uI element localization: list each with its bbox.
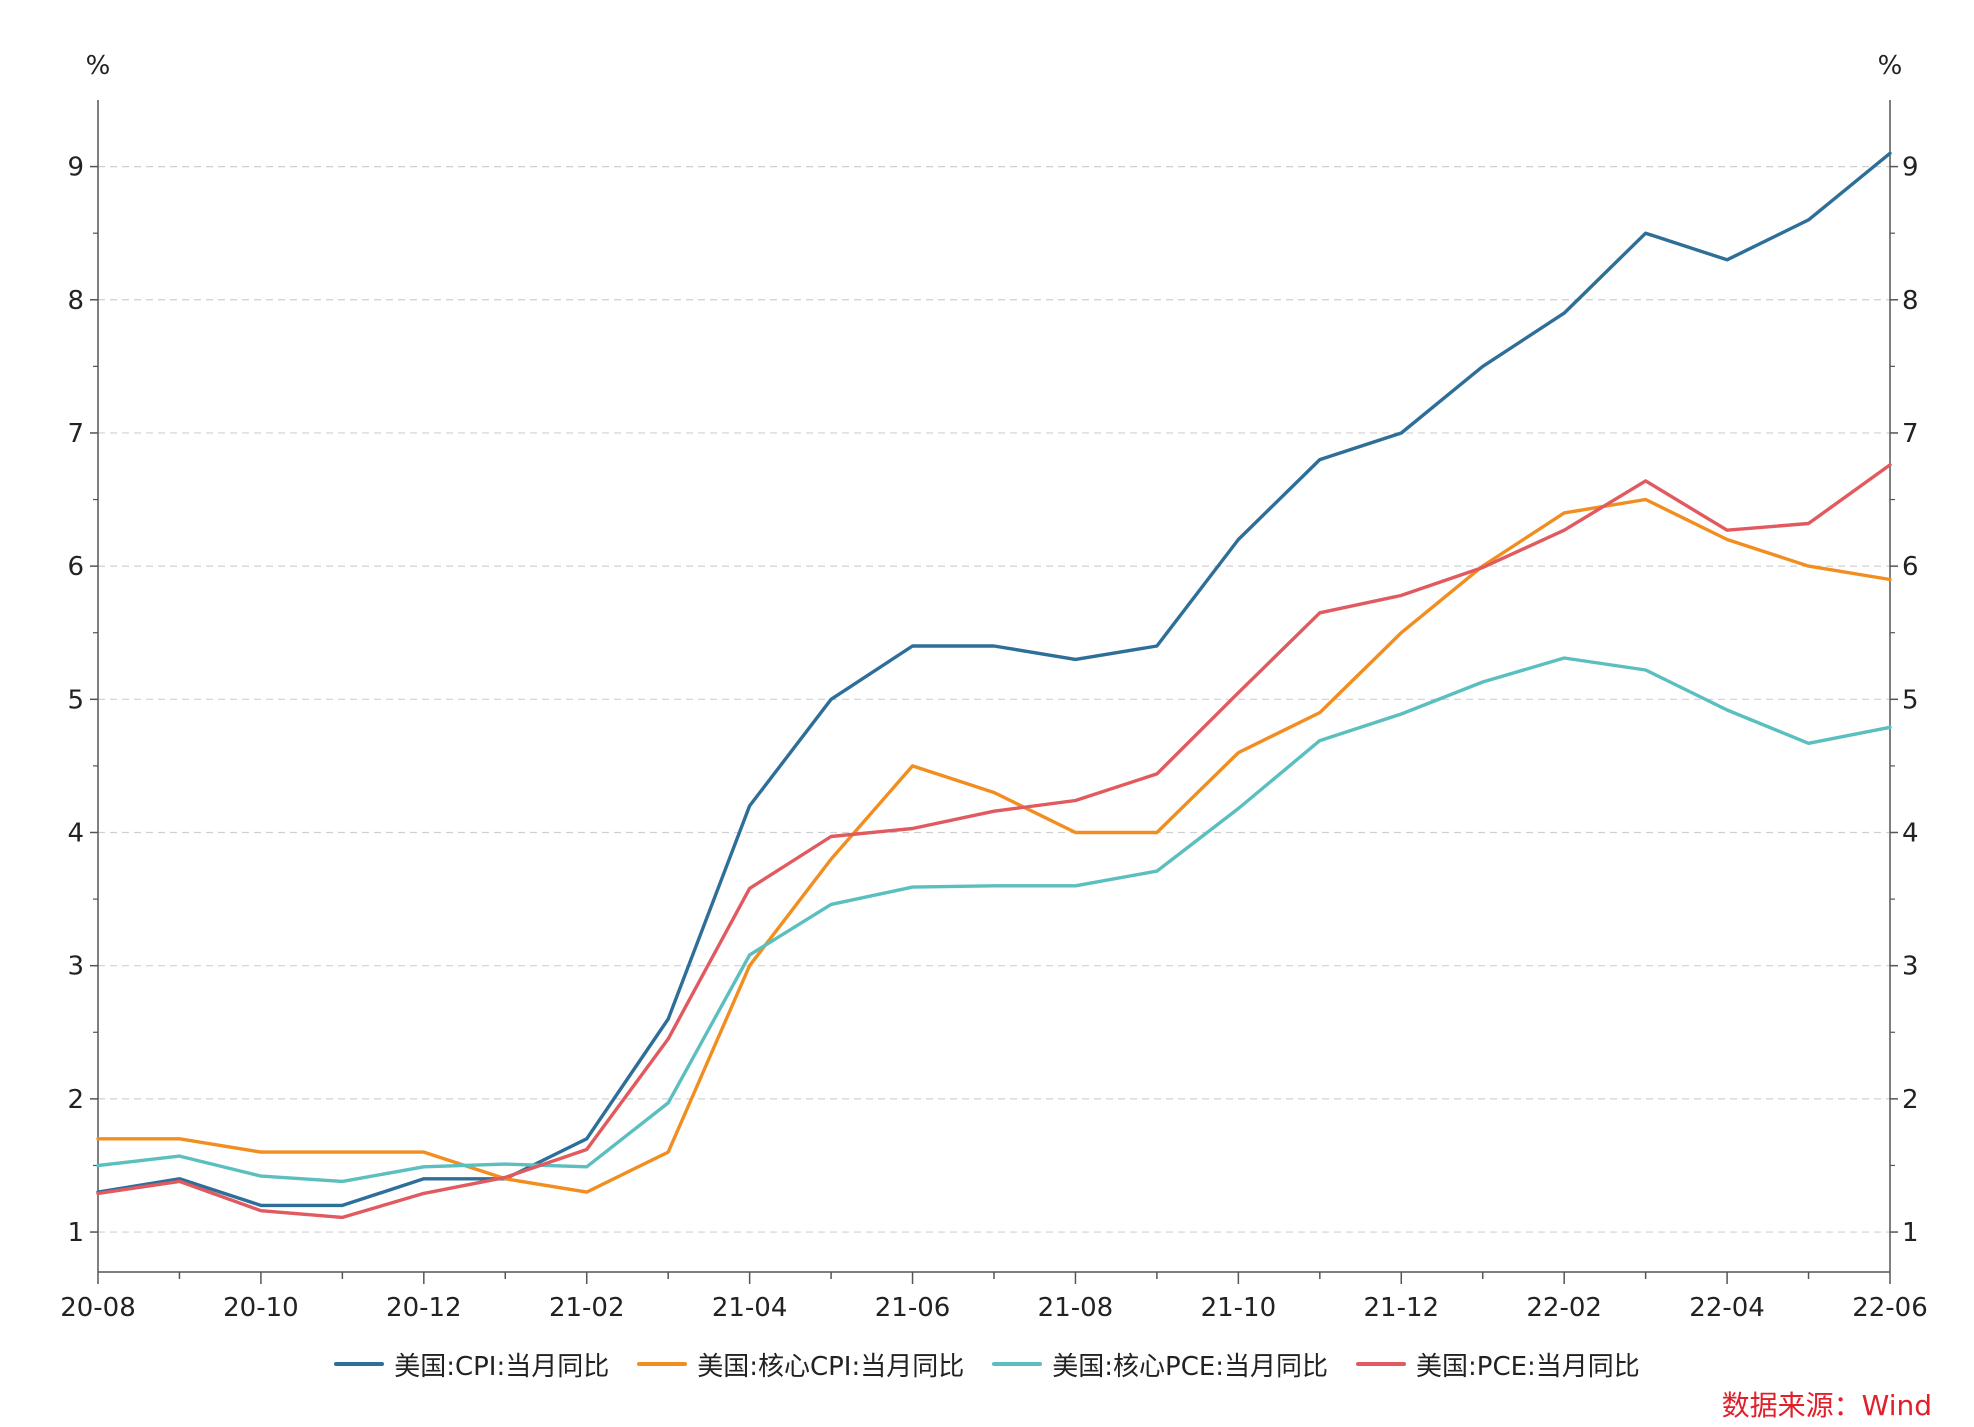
y-tick-label-right: 3 bbox=[1902, 952, 1919, 982]
legend-swatch bbox=[637, 1362, 688, 1366]
series-line-4 bbox=[96, 463, 1892, 1220]
y-tick-label-left: 4 bbox=[67, 819, 84, 849]
source-note: 数据来源：Wind bbox=[1721, 1389, 1932, 1422]
series-line-1 bbox=[96, 151, 1892, 1208]
y-tick-label-left: 9 bbox=[67, 153, 84, 183]
x-tick-label: 21-04 bbox=[712, 1293, 788, 1323]
y-tick-label-right: 1 bbox=[1902, 1218, 1919, 1248]
grid-lines bbox=[98, 165, 1890, 1233]
legend-swatch bbox=[992, 1362, 1043, 1366]
y-tick-label-right: 5 bbox=[1902, 685, 1919, 715]
y-tick-label-left: 2 bbox=[67, 1085, 84, 1115]
x-tick-label: 21-02 bbox=[549, 1293, 625, 1323]
legend-label: 美国:CPI:当月同比 bbox=[394, 1351, 610, 1382]
y-tick-label-right: 2 bbox=[1902, 1085, 1919, 1115]
legend-label: 美国:PCE:当月同比 bbox=[1416, 1351, 1640, 1382]
x-tick-label: 20-12 bbox=[386, 1293, 462, 1323]
x-tick-label: 21-12 bbox=[1363, 1293, 1439, 1323]
x-tick-label: 22-06 bbox=[1852, 1293, 1928, 1323]
legend-item-4: 美国:PCE:当月同比 bbox=[1356, 1346, 1640, 1383]
x-tick-label: 20-08 bbox=[60, 1293, 136, 1323]
series-line-2 bbox=[96, 497, 1892, 1194]
y-tick-label-left: 6 bbox=[67, 552, 84, 582]
legend-label: 美国:核心PCE:当月同比 bbox=[1052, 1351, 1329, 1382]
legend: 美国:CPI:当月同比 美国:核心CPI:当月同比 美国:核心PCE:当月同比 美国:… bbox=[0, 1344, 1974, 1384]
y-axis-unit-right: % bbox=[1878, 51, 1903, 81]
y-tick-label-right: 8 bbox=[1902, 286, 1919, 316]
y-tick-label-right: 7 bbox=[1902, 419, 1919, 449]
x-tick-label: 21-06 bbox=[875, 1293, 951, 1323]
y-axis-unit-left: % bbox=[86, 51, 111, 81]
y-tick-label-left: 1 bbox=[67, 1218, 84, 1248]
x-tick-label: 20-10 bbox=[223, 1293, 299, 1323]
x-tick-label: 21-10 bbox=[1201, 1293, 1277, 1323]
y-tick-label-right: 9 bbox=[1902, 153, 1919, 183]
legend-item-1: 美国:CPI:当月同比 bbox=[334, 1346, 609, 1383]
x-tick-label: 22-04 bbox=[1689, 1293, 1765, 1323]
x-tick-label: 22-02 bbox=[1526, 1293, 1602, 1323]
axes bbox=[97, 100, 1891, 1273]
y-tick-label-left: 8 bbox=[67, 286, 84, 316]
y-tick-label-right: 6 bbox=[1902, 552, 1919, 582]
y-tick-label-left: 3 bbox=[67, 952, 84, 982]
legend-label: 美国:核心CPI:当月同比 bbox=[697, 1351, 965, 1382]
series-line-3 bbox=[96, 656, 1892, 1184]
legend-item-2: 美国:核心CPI:当月同比 bbox=[637, 1346, 964, 1383]
legend-swatch bbox=[334, 1362, 385, 1366]
series-lines bbox=[96, 151, 1892, 1220]
legend-swatch bbox=[1356, 1362, 1407, 1366]
x-tick-label: 21-08 bbox=[1038, 1293, 1114, 1323]
y-tick-label-right: 4 bbox=[1902, 819, 1919, 849]
y-tick-label-left: 7 bbox=[67, 419, 84, 449]
legend-item-3: 美国:核心PCE:当月同比 bbox=[992, 1346, 1328, 1383]
axis-ticks: 1 1 2 2 3 3 4 4 5 5 6 6 7 7 8 8 9 9 20-08 20-10 20-12 21-02 21… bbox=[60, 153, 1928, 1323]
y-tick-label-left: 5 bbox=[67, 685, 84, 715]
